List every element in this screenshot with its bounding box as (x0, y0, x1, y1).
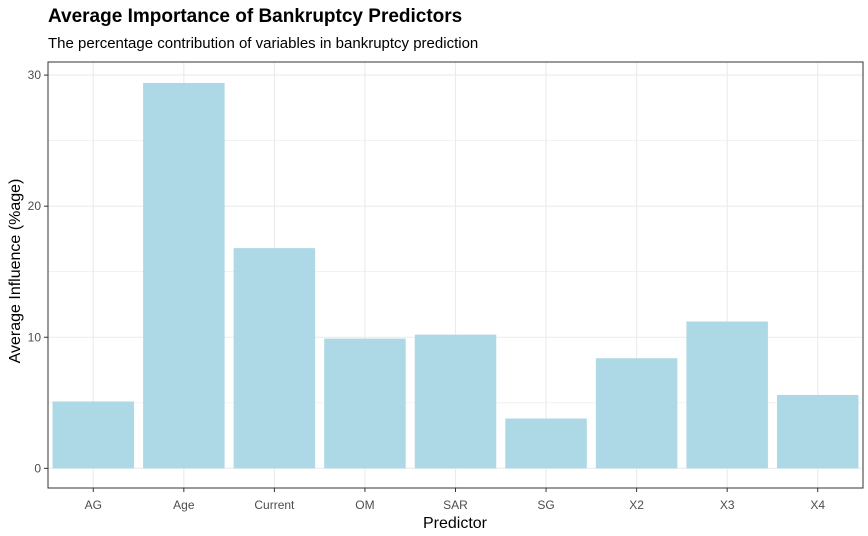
y-tick-label: 10 (28, 330, 42, 344)
x-tick-label: Age (173, 498, 195, 512)
bar-sg (505, 418, 587, 469)
bar-current (233, 248, 316, 469)
x-axis-title: Predictor (423, 515, 488, 532)
chart-subtitle: The percentage contribution of variables… (48, 35, 478, 52)
y-tick-label: 30 (28, 68, 42, 82)
x-tick-label: Current (254, 498, 295, 512)
x-tick-label: SG (537, 498, 554, 512)
bars (52, 82, 859, 469)
x-tick-label: X3 (720, 498, 735, 512)
chart-title: Average Importance of Bankruptcy Predict… (48, 6, 462, 27)
x-tick-label: X2 (629, 498, 644, 512)
bar-x3 (686, 321, 768, 469)
bar-x2 (595, 358, 678, 469)
y-tick-label: 20 (28, 199, 42, 213)
y-axis-title: Average Influence (%age) (7, 179, 24, 364)
x-tick-label: SAR (443, 498, 468, 512)
bar-x4 (776, 394, 859, 469)
bar-sar (414, 334, 497, 469)
x-tick-label: AG (85, 498, 102, 512)
axes: 0 10 20 30 AG Age Current OM SAR SG X2 X3 X4 (28, 68, 826, 512)
x-tick-label: OM (355, 498, 374, 512)
bar-age (143, 82, 225, 469)
y-tick-label: 0 (34, 461, 41, 475)
bar-om (324, 338, 406, 469)
bar-ag (52, 401, 135, 469)
x-tick-label: X4 (810, 498, 825, 512)
